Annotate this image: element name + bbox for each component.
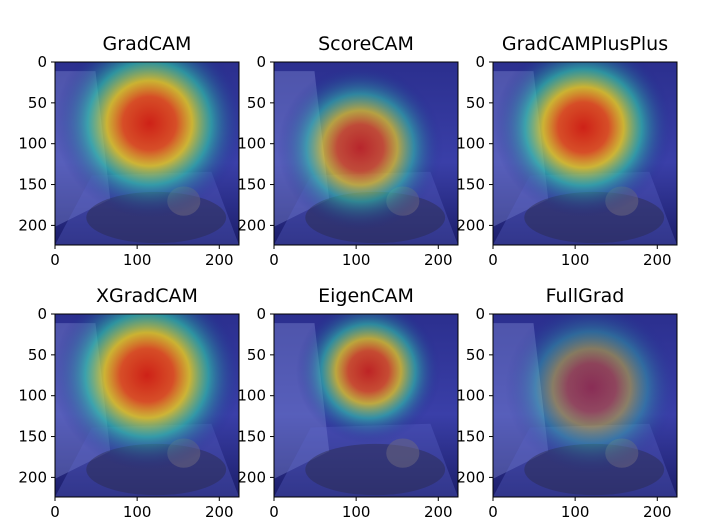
- cam-overlay: [274, 314, 458, 497]
- y-tick-label: 0: [475, 305, 485, 323]
- y-tick-label: 150: [237, 428, 266, 446]
- y-tick-label: 150: [237, 176, 266, 194]
- panel-title: EigenCAM: [318, 285, 414, 307]
- x-tick-label: 100: [561, 503, 590, 521]
- y-tick-label: 150: [456, 176, 485, 194]
- y-tick-label: 50: [247, 94, 266, 112]
- y-tick-label: 150: [456, 428, 485, 446]
- y-tick-label: 0: [475, 53, 485, 71]
- x-tick-label: 0: [488, 251, 498, 269]
- y-tick-label: 200: [456, 216, 485, 234]
- x-tick-label: 200: [643, 503, 672, 521]
- x-tick-label: 0: [488, 503, 498, 521]
- y-tick-label: 100: [18, 135, 47, 153]
- y-tick-label: 200: [237, 468, 266, 486]
- y-tick-label: 200: [18, 468, 47, 486]
- y-tick-label: 150: [18, 428, 47, 446]
- y-tick-label: 200: [456, 468, 485, 486]
- x-tick-label: 0: [50, 251, 60, 269]
- y-tick-label: 200: [237, 216, 266, 234]
- heatmap-image: [55, 62, 239, 245]
- x-tick-label: 200: [205, 503, 234, 521]
- x-tick-label: 200: [424, 251, 453, 269]
- x-tick-label: 0: [269, 251, 279, 269]
- x-tick-label: 100: [342, 503, 371, 521]
- x-tick-label: 100: [123, 503, 152, 521]
- cam-overlay: [493, 62, 677, 245]
- panel-title: GradCAM: [103, 33, 192, 55]
- cam-overlay: [55, 314, 239, 497]
- heatmap-image: [274, 62, 458, 245]
- y-tick-label: 50: [28, 94, 47, 112]
- axes-frame: [273, 61, 459, 246]
- cam-overlay: [493, 314, 677, 497]
- y-tick-label: 0: [256, 305, 266, 323]
- y-tick-label: 200: [18, 216, 47, 234]
- y-tick-label: 100: [18, 387, 47, 405]
- y-tick-label: 0: [256, 53, 266, 71]
- x-tick-label: 100: [561, 251, 590, 269]
- heatmap-image: [274, 314, 458, 497]
- heatmap-image: [55, 314, 239, 497]
- y-tick-label: 100: [456, 135, 485, 153]
- x-tick-label: 200: [205, 251, 234, 269]
- y-tick-label: 150: [18, 176, 47, 194]
- axes-frame: [54, 61, 240, 246]
- y-tick-label: 100: [237, 135, 266, 153]
- x-tick-label: 200: [424, 503, 453, 521]
- y-tick-label: 50: [247, 346, 266, 364]
- y-tick-label: 0: [37, 305, 47, 323]
- panel-title: XGradCAM: [96, 285, 198, 307]
- heatmap-image: [493, 314, 677, 497]
- axes-frame: [492, 61, 678, 246]
- axes-frame: [273, 313, 459, 498]
- cam-overlay: [274, 62, 458, 245]
- heatmap-image: [493, 62, 677, 245]
- cam-overlay: [55, 62, 239, 245]
- x-tick-label: 200: [643, 251, 672, 269]
- y-tick-label: 100: [456, 387, 485, 405]
- x-tick-label: 100: [123, 251, 152, 269]
- y-tick-label: 50: [466, 94, 485, 112]
- y-tick-label: 50: [28, 346, 47, 364]
- panel-title: FullGrad: [546, 285, 625, 307]
- axes-frame: [492, 313, 678, 498]
- panel-title: GradCAMPlusPlus: [502, 33, 668, 55]
- y-tick-label: 50: [466, 346, 485, 364]
- x-tick-label: 100: [342, 251, 371, 269]
- y-tick-label: 100: [237, 387, 266, 405]
- axes-frame: [54, 313, 240, 498]
- panel-title: ScoreCAM: [318, 33, 414, 55]
- x-tick-label: 0: [269, 503, 279, 521]
- x-tick-label: 0: [50, 503, 60, 521]
- y-tick-label: 0: [37, 53, 47, 71]
